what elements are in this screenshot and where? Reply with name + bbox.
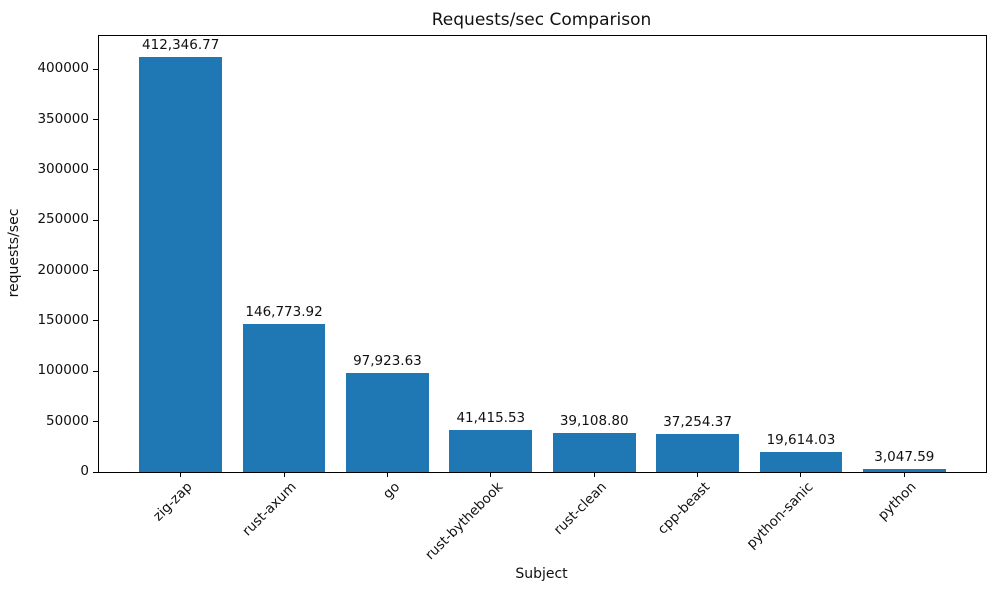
- x-tick-label: cpp-beast: [654, 479, 713, 538]
- x-tick-label: python: [874, 479, 920, 524]
- x-tick-mark: [490, 472, 492, 477]
- y-tick-mark: [93, 320, 98, 322]
- y-tick-label: 150000: [37, 311, 89, 328]
- bar: [862, 468, 946, 472]
- chart-title: Requests/sec Comparison: [431, 10, 652, 30]
- x-tick-mark: [903, 472, 905, 477]
- y-tick-mark: [93, 370, 98, 372]
- bar: [449, 430, 533, 472]
- y-tick-mark: [93, 421, 98, 423]
- bar-value-label: 412,346.77: [142, 36, 220, 53]
- bar-value-label: 37,254.37: [663, 414, 732, 431]
- x-axis-label: Subject: [515, 566, 568, 582]
- x-tick-label: python-sanic: [743, 479, 817, 552]
- y-tick-label: 100000: [37, 362, 89, 379]
- bar-value-label: 41,415.53: [456, 410, 526, 427]
- x-tick-mark: [800, 472, 802, 477]
- y-tick-label: 50000: [46, 412, 89, 429]
- x-tick-mark: [180, 472, 182, 477]
- bar: [346, 373, 429, 472]
- bar: [656, 434, 739, 472]
- bar: [552, 432, 636, 472]
- y-tick-label: 0: [80, 463, 89, 479]
- bar-value-label: 3,047.59: [874, 448, 935, 465]
- y-tick-label: 300000: [37, 160, 89, 177]
- x-tick-mark: [593, 472, 595, 477]
- y-tick-label: 350000: [37, 110, 89, 127]
- bar: [242, 324, 326, 472]
- y-tick-mark: [93, 270, 98, 272]
- x-tick-mark: [386, 472, 388, 477]
- y-tick-mark: [93, 119, 98, 121]
- bar-value-label: 97,923.63: [353, 353, 422, 370]
- y-tick-mark: [93, 219, 98, 221]
- x-tick-label: zig-zap: [150, 479, 196, 525]
- bar-value-label: 39,108.80: [559, 412, 629, 429]
- y-tick-label: 250000: [37, 211, 89, 228]
- bar-value-label: 146,773.92: [245, 304, 323, 321]
- x-tick-label: rust-clean: [550, 479, 610, 539]
- x-tick-label: rust-axum: [239, 479, 300, 540]
- x-tick-label: rust-bythebook: [422, 479, 507, 564]
- y-tick-label: 400000: [37, 60, 89, 77]
- bar: [139, 56, 223, 472]
- y-tick-mark: [93, 68, 98, 70]
- x-tick-label: go: [379, 479, 403, 503]
- y-tick-label: 200000: [37, 261, 89, 278]
- y-tick-mark: [93, 169, 98, 171]
- x-tick-mark: [283, 472, 285, 477]
- bar: [759, 452, 843, 472]
- x-tick-mark: [697, 472, 699, 477]
- y-tick-mark: [93, 471, 98, 473]
- bar-value-label: 19,614.03: [766, 432, 836, 449]
- plot-area: 0 50000 100000 150000 200000 250000 300000 3500…: [37, 35, 987, 563]
